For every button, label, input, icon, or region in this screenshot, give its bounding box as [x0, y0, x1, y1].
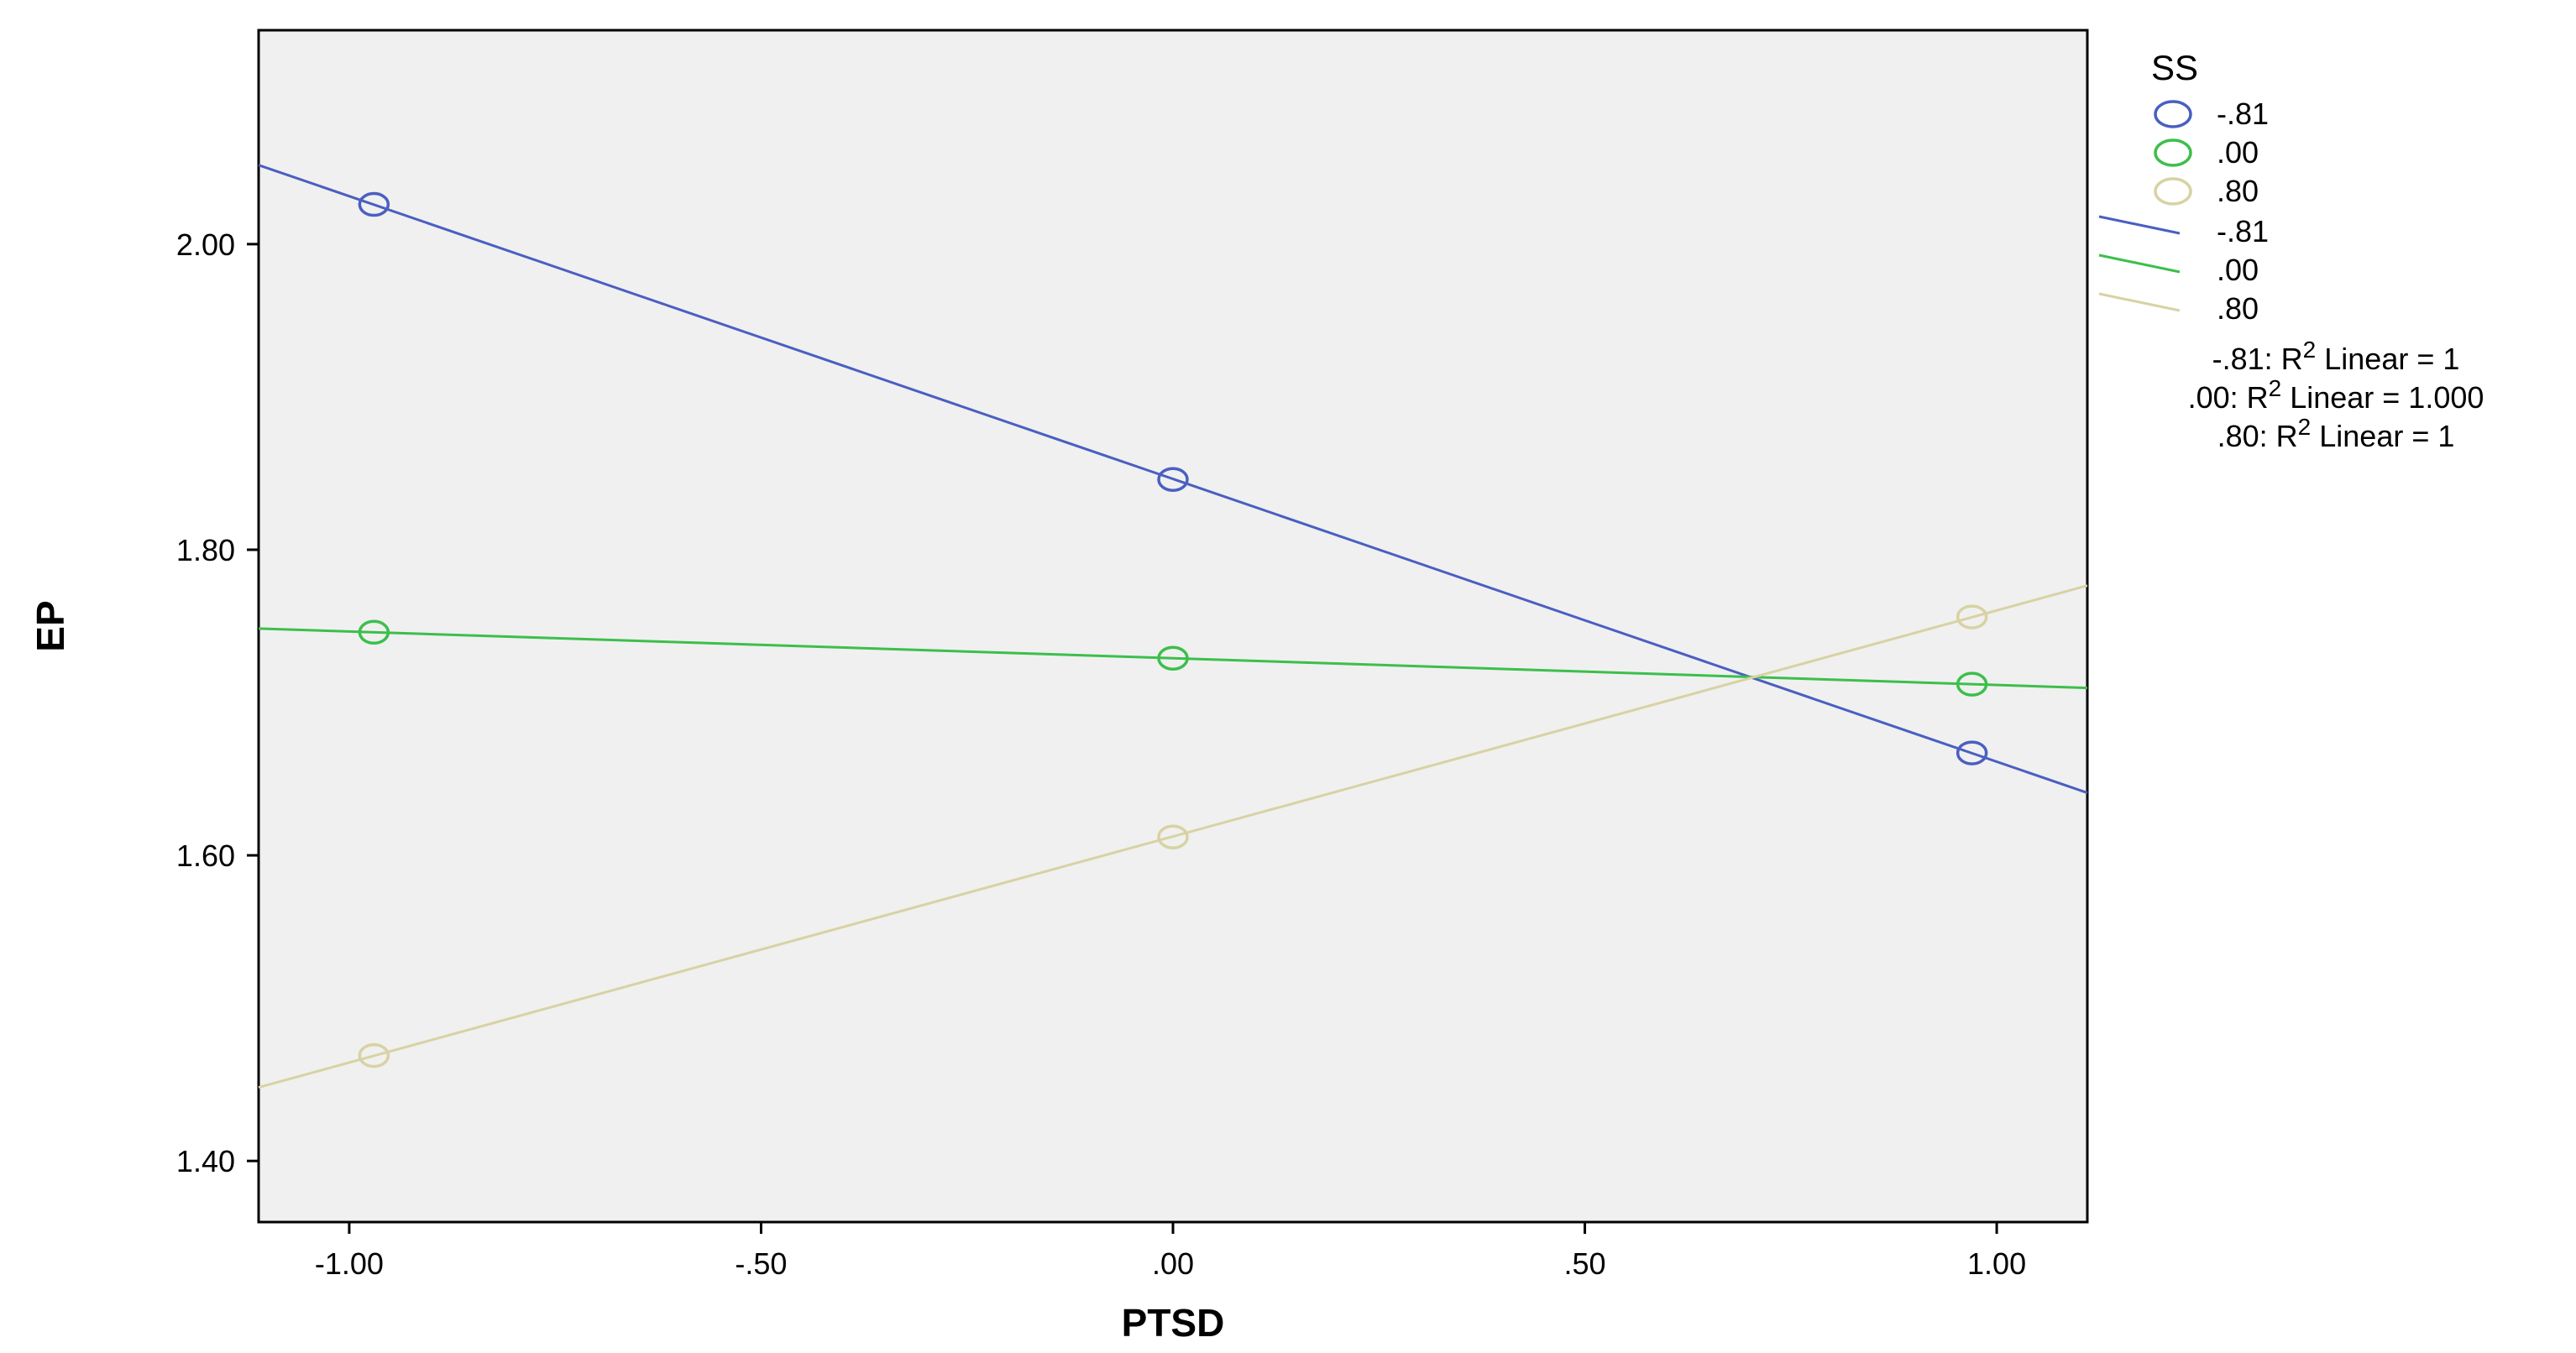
data-point: [1956, 671, 1988, 697]
legend-line-label: .00: [2217, 253, 2259, 287]
data-point: [358, 191, 390, 217]
fit-line-.80: [258, 584, 2088, 1089]
y-axis: 1.40 1.60 1.80 2.00: [176, 227, 259, 1178]
y-tick-label: 2.00: [176, 227, 235, 262]
y-tick-label: 1.60: [176, 838, 235, 873]
legend-line: [2098, 253, 2181, 274]
data-point: [1956, 740, 1988, 765]
x-axis-title: PTSD: [1122, 1301, 1225, 1345]
fit-line--.81: [258, 164, 2088, 794]
legend: SS -.81 .00 .80 -.81 .00 .80 -.81: R2 Linear =…: [2098, 48, 2484, 453]
x-tick-label: .00: [1152, 1246, 1194, 1281]
data-point: [1157, 645, 1189, 671]
y-axis-title: EP: [29, 600, 72, 651]
legend-title: SS: [2151, 48, 2198, 87]
data-point: [1956, 604, 1988, 629]
plot-area: [257, 29, 2089, 1224]
legend-line: [2098, 215, 2181, 235]
fit-label: .80: R2 Linear = 1: [2217, 414, 2455, 453]
legend-marker-label: .00: [2217, 135, 2259, 170]
fit-line-.00: [258, 627, 2088, 690]
data-point: [1157, 467, 1189, 492]
x-tick-label: .50: [1564, 1246, 1606, 1281]
legend-line-label: -.81: [2217, 214, 2269, 248]
x-tick-label: 1.00: [1967, 1246, 2026, 1281]
legend-line-label: .80: [2217, 291, 2259, 326]
x-tick-label: -1.00: [315, 1246, 384, 1281]
legend-marker: [2154, 177, 2192, 206]
fit-label: -.81: R2 Linear = 1: [2212, 337, 2460, 376]
legend-line: [2098, 292, 2181, 312]
data-point: [1157, 824, 1189, 849]
legend-marker: [2154, 138, 2192, 167]
legend-marker-label: -.81: [2217, 97, 2269, 131]
legend-marker-label: .80: [2217, 174, 2259, 208]
markers: [358, 191, 1988, 1068]
x-tick-label: -.50: [735, 1246, 787, 1281]
data-point: [358, 619, 390, 645]
fit-lines: [258, 164, 2088, 1089]
y-tick-label: 1.40: [176, 1144, 235, 1178]
y-tick-label: 1.80: [176, 533, 235, 567]
fit-label: .00: R2 Linear = 1.000: [2188, 375, 2484, 415]
data-point: [358, 1042, 390, 1068]
legend-marker: [2154, 100, 2192, 128]
x-axis: -1.00 -.50 .00 .50 1.00: [315, 1222, 2026, 1281]
